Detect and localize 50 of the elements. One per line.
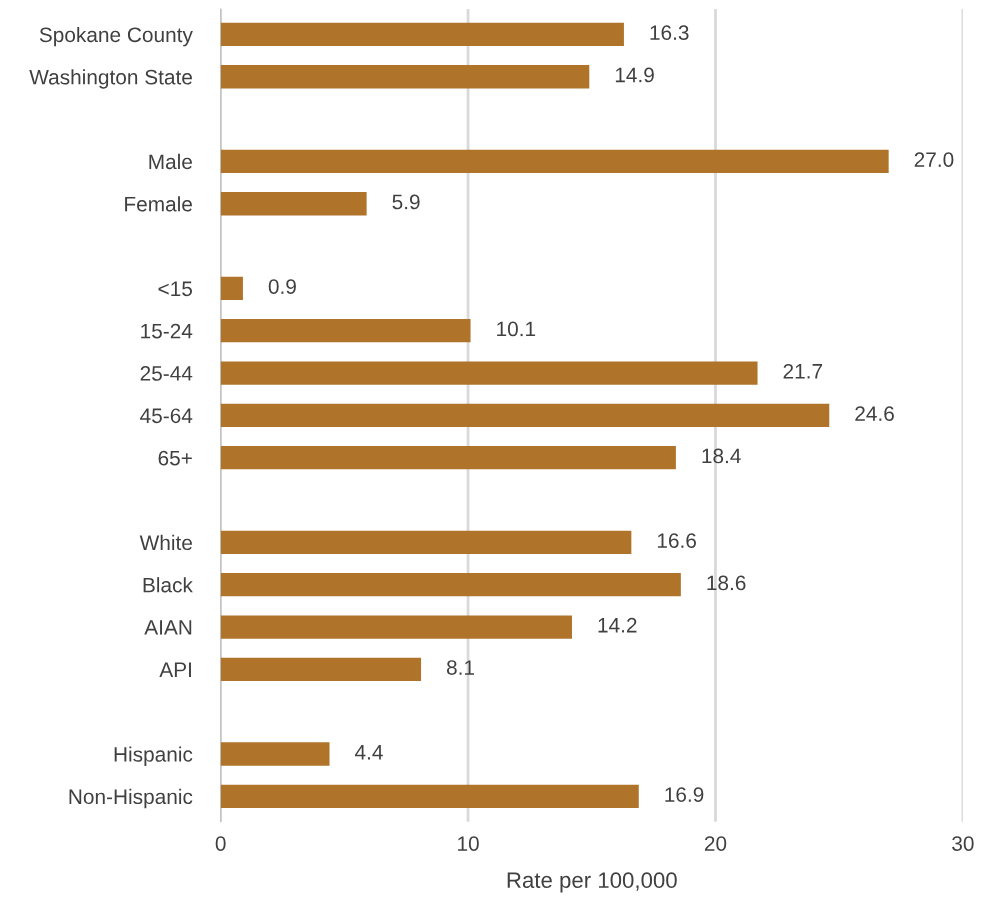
bar	[220, 530, 632, 554]
bar	[220, 742, 330, 766]
data-label: 24.6	[855, 406, 894, 421]
y-tick-label: Washington State	[29, 69, 192, 89]
y-tick-label: Black	[143, 577, 193, 593]
data-label: 5.9	[392, 194, 420, 210]
x-tick-label: 0	[215, 836, 226, 851]
data-label: 27.0	[914, 152, 954, 167]
bar	[220, 22, 624, 47]
y-tick-label: API	[159, 662, 191, 677]
y-tick-label: 45-64	[140, 408, 193, 424]
bar	[220, 403, 830, 428]
y-tick-label: 65+	[158, 450, 192, 466]
bar	[220, 573, 681, 597]
x-tick-label: 30	[952, 836, 974, 851]
data-label: 21.7	[783, 363, 823, 379]
y-tick-label: 15-24	[141, 323, 193, 339]
data-label: 10.1	[497, 321, 536, 337]
x-axis-title: Rate per 100,000	[507, 872, 677, 893]
bar	[220, 192, 367, 216]
x-tick-label: 20	[704, 836, 727, 851]
data-label: 0.9	[268, 279, 296, 294]
y-tick-label: <15	[158, 281, 193, 297]
y-tick-label: AIAN	[144, 620, 192, 635]
data-label: 14.9	[615, 67, 654, 83]
data-label: 16.9	[665, 787, 704, 802]
data-label: 16.3	[650, 25, 689, 41]
data-label: 14.2	[598, 617, 637, 633]
bar	[220, 657, 422, 681]
data-label: 18.6	[707, 575, 746, 591]
data-label: 16.6	[657, 533, 696, 548]
bar	[220, 784, 639, 808]
bar	[220, 65, 590, 89]
data-label: 8.1	[446, 660, 474, 675]
y-tick-label: 25-44	[140, 366, 193, 381]
y-tick-label: Female	[125, 196, 192, 212]
bar	[220, 615, 572, 639]
x-tick-label: 10	[458, 836, 479, 851]
bar	[220, 276, 243, 301]
y-tick-label: Male	[149, 153, 192, 170]
bar	[220, 149, 889, 174]
y-tick-label: Non-Hispanic	[69, 788, 193, 809]
bar	[220, 361, 758, 385]
y-tick-label: Spokane County	[39, 26, 193, 47]
y-tick-label: Hispanic	[114, 746, 193, 766]
data-label: 4.4	[355, 745, 383, 760]
bar	[220, 319, 471, 343]
bar	[220, 446, 676, 470]
data-label: 18.4	[702, 448, 741, 464]
y-tick-label: White	[139, 534, 192, 551]
